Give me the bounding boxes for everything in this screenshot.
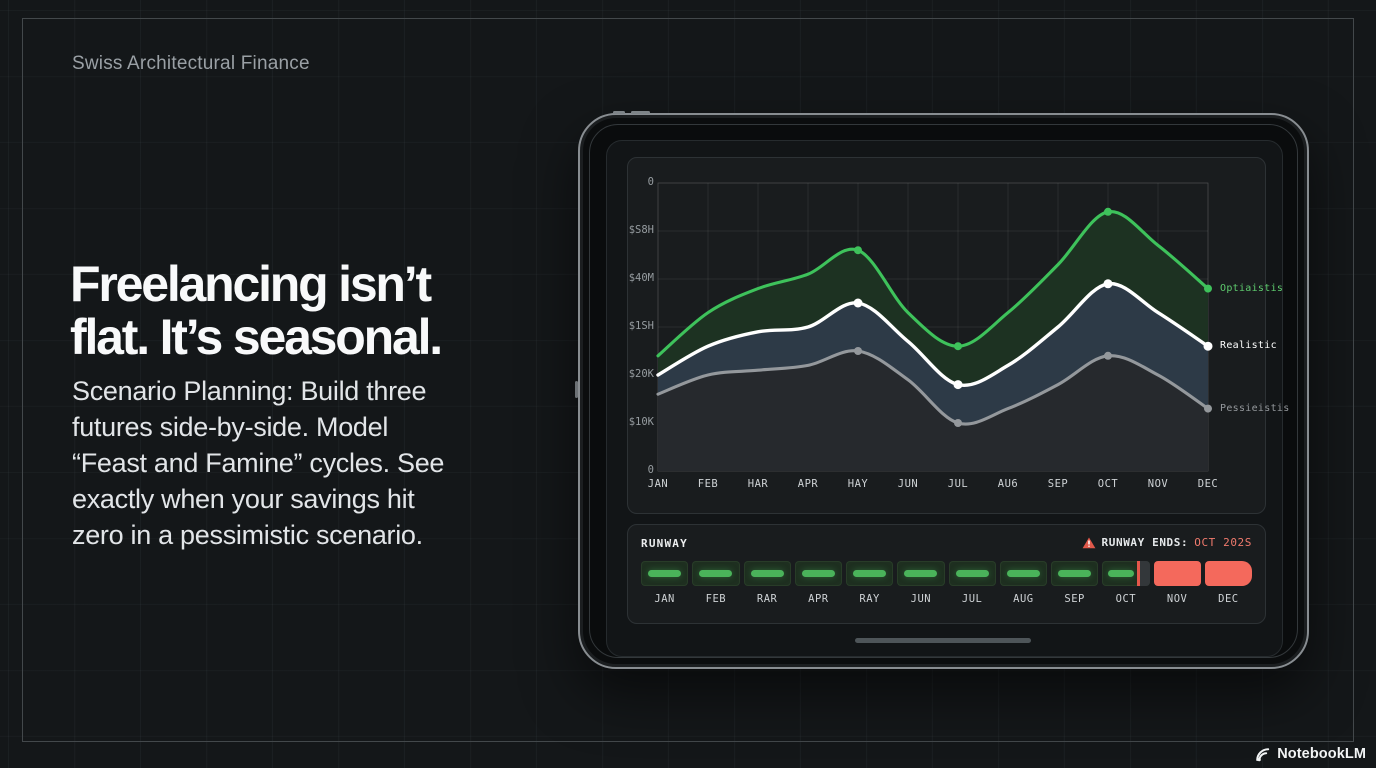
tablet-power-button xyxy=(631,111,650,114)
slide-title: Freelancing isn’t flat. It’s seasonal. xyxy=(70,255,443,365)
runway-card: RUNWAY RUNWAY ENDS: OCT 202S JAN FEB RAR AP… xyxy=(627,524,1266,624)
x-tick-label: NOV xyxy=(1147,478,1169,490)
runway-cell-ok xyxy=(743,561,791,586)
runway-month-labels: JAN FEB RAR APR RAY JUN JUL AUG SEP OCT NOV DEC xyxy=(641,593,1252,605)
runway-month-label: APR xyxy=(808,593,829,605)
scenario-chart-card: 0 $S8H $40M $1SH $20K $10K 0 JAN FEB HAR APR HAY JU… xyxy=(627,157,1289,514)
runway-cell-ok xyxy=(692,561,740,586)
runway-cell-ok xyxy=(948,561,996,586)
runway-ends-status: RUNWAY ENDS: OCT 202S xyxy=(1082,536,1252,549)
runway-month-label: AUG xyxy=(1013,593,1034,605)
x-tick-label: APR xyxy=(797,478,819,490)
y-tick-label: 0 xyxy=(647,176,654,188)
y-tick-label: $20K xyxy=(628,368,654,380)
notebooklm-icon xyxy=(1256,747,1270,761)
y-tick-label: $1SH xyxy=(628,320,654,332)
runway-month-label: RAY xyxy=(859,593,880,605)
runway-month-label: JUN xyxy=(910,593,932,605)
slide-border-frame xyxy=(22,18,1354,742)
x-tick-label: SEP xyxy=(1047,478,1069,490)
y-tick-label: $40M xyxy=(628,272,654,284)
scenario-line-chart xyxy=(656,182,1213,472)
home-indicator xyxy=(855,638,1031,643)
warning-icon xyxy=(1082,537,1095,548)
runway-cell-depleted xyxy=(1204,561,1252,586)
runway-cell-ok xyxy=(897,561,945,586)
runway-month-label: JAN xyxy=(654,593,675,605)
runway-cell-ok xyxy=(794,561,842,586)
tablet-side-button xyxy=(575,381,578,398)
x-tick-label: OCT xyxy=(1097,478,1119,490)
runway-month-label: JUL xyxy=(961,593,983,605)
x-tick-label: JUN xyxy=(897,478,919,490)
x-tick-label: FEB xyxy=(697,478,719,490)
runway-month-label: RAR xyxy=(756,593,778,605)
runway-cells xyxy=(641,561,1252,586)
eyebrow-label: Swiss Architectural Finance xyxy=(72,53,310,74)
y-tick-label: $S8H xyxy=(628,224,654,236)
runway-cell-ok xyxy=(641,561,689,586)
runway-month-label: OCT xyxy=(1115,593,1137,605)
legend-item: Pessieistis xyxy=(1220,402,1290,414)
x-tick-label: DEC xyxy=(1197,478,1219,490)
tablet-volume-button xyxy=(613,111,625,114)
runway-cell-depleted xyxy=(1153,561,1201,586)
runway-month-label: SEP xyxy=(1064,593,1085,605)
x-tick-label: HAY xyxy=(847,478,869,490)
x-tick-label: JAN xyxy=(647,478,669,490)
runway-cell-marker xyxy=(1102,561,1150,586)
runway-ends-value: OCT 202S xyxy=(1194,536,1252,549)
legend-item: Optiaistis xyxy=(1220,282,1284,294)
x-tick-label: HAR xyxy=(747,478,769,490)
slide-body-text: Scenario Planning: Build three futures s… xyxy=(72,376,445,550)
y-tick-label: $10K xyxy=(628,416,654,428)
legend-item: Realistic xyxy=(1220,340,1277,352)
runway-month-label: DEC xyxy=(1218,593,1239,605)
runway-cell-ok xyxy=(999,561,1047,586)
runway-cell-ok xyxy=(1051,561,1099,586)
x-tick-label: AU6 xyxy=(997,478,1019,490)
runway-cell-ok xyxy=(846,561,894,586)
y-tick-label: 0 xyxy=(647,464,654,476)
tablet-mockup: 0 $S8H $40M $1SH $20K $10K 0 JAN FEB HAR APR HAY JU… xyxy=(575,111,1309,669)
runway-month-label: FEB xyxy=(705,593,727,605)
brand-name: NotebookLM xyxy=(1277,746,1366,762)
runway-month-label: NOV xyxy=(1166,593,1188,605)
runway-ends-label: RUNWAY ENDS: xyxy=(1101,536,1189,549)
runway-title: RUNWAY xyxy=(641,537,688,550)
x-tick-label: JUL xyxy=(947,478,969,490)
brand-mark: NotebookLM xyxy=(1255,746,1366,762)
